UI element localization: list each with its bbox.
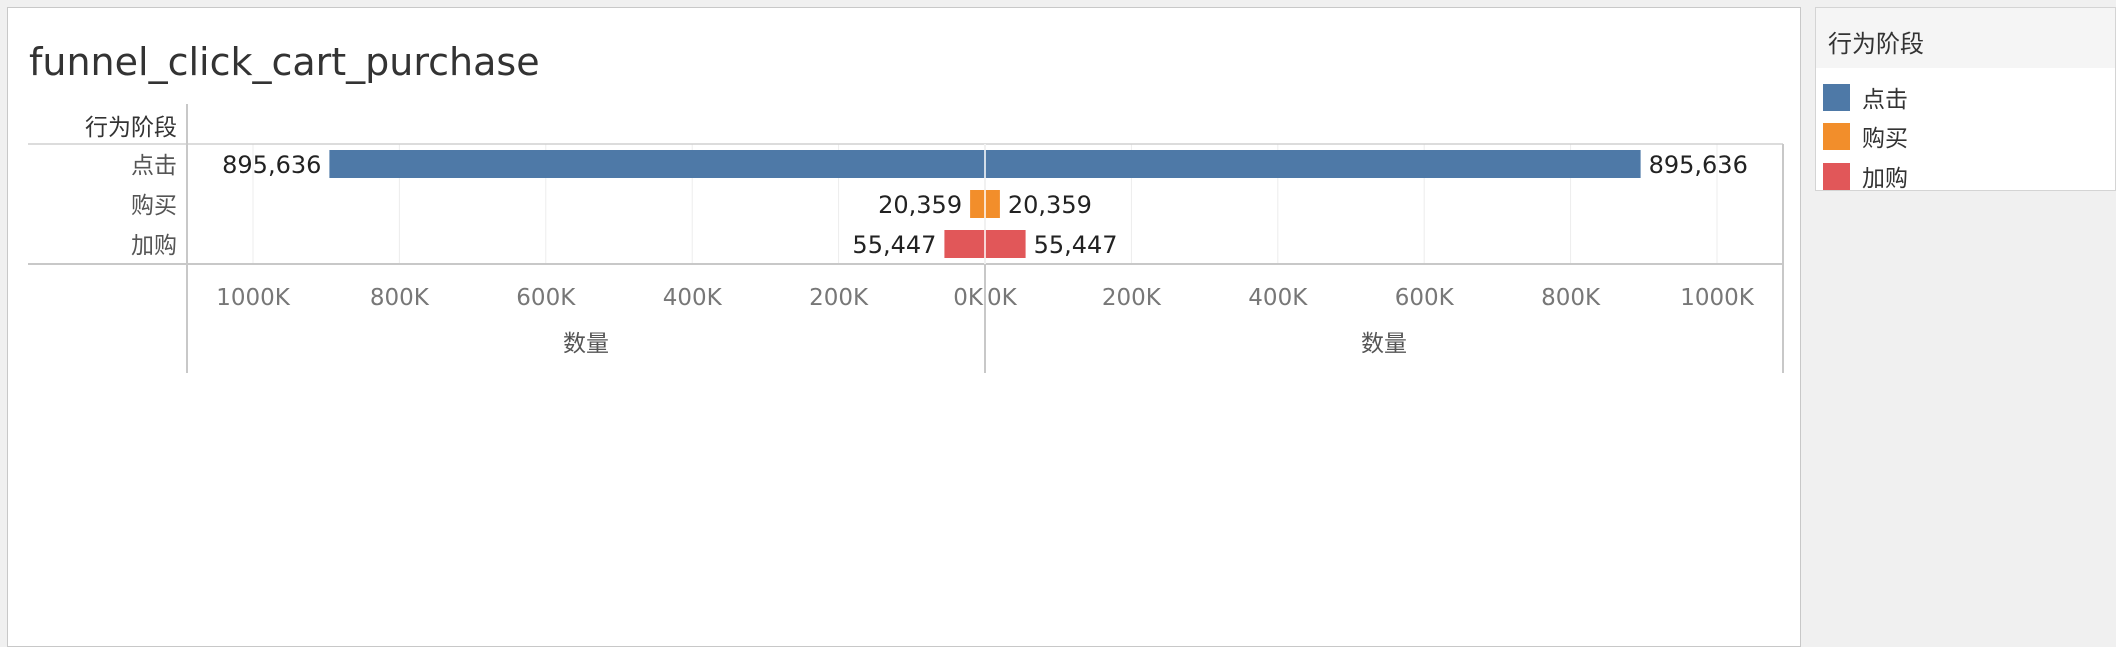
data-label-left: 895,636 (222, 151, 321, 179)
legend-swatch (1823, 162, 1850, 190)
legend-panel[interactable]: 行为阶段 点击 购买 加购 (1815, 7, 2116, 192)
right-axis-title: 数量 (1361, 331, 1407, 357)
bar-left (329, 150, 986, 178)
right-axis-tick-label: 0K (987, 285, 1018, 311)
legend-swatch (1823, 83, 1850, 111)
bar-right (985, 230, 1026, 258)
legend-header (1816, 8, 2115, 68)
data-label-left: 20,359 (878, 191, 962, 219)
legend-label: 点击 (1862, 87, 1908, 113)
data-label-right: 20,359 (1008, 191, 1092, 219)
legend-label: 加购 (1862, 166, 1908, 192)
left-axis-tick-label: 200K (809, 285, 869, 311)
right-axis-tick-label: 1000K (1680, 285, 1755, 311)
legend-swatch (1823, 122, 1850, 150)
category-label: 点击 (131, 153, 177, 179)
right-axis-tick-label: 200K (1102, 285, 1162, 311)
category-label: 购买 (131, 193, 177, 219)
bar-left (970, 190, 985, 218)
side-panel-background (1815, 191, 2116, 640)
legend-title: 行为阶段 (1828, 30, 1924, 58)
bar-right (985, 150, 1641, 178)
left-axis-tick-label: 1000K (216, 285, 291, 311)
worksheet-view: funnel_click_cart_purchase 行为阶段点击 895,636… (7, 7, 1801, 647)
left-axis-tick-label: 0K (953, 285, 984, 311)
right-axis-tick-label: 400K (1248, 285, 1308, 311)
data-label-right: 895,636 (1649, 151, 1748, 179)
chart-title: funnel_click_cart_purchase (29, 40, 540, 84)
left-axis-tick-label: 400K (663, 285, 723, 311)
legend-item-click[interactable]: 点击 (1823, 82, 1908, 113)
right-axis-tick-label: 600K (1395, 285, 1455, 311)
left-axis-tick-label: 800K (370, 285, 430, 311)
row-header-title: 行为阶段 (85, 115, 177, 141)
legend-item-cart[interactable]: 加购 (1823, 161, 1908, 192)
left-axis-title: 数量 (563, 331, 609, 357)
legend-label: 购买 (1862, 126, 1908, 152)
right-axis-tick-label: 800K (1541, 285, 1601, 311)
bar-left (944, 230, 985, 258)
legend-item-purchase[interactable]: 购买 (1823, 121, 1908, 152)
bar-right (985, 190, 1000, 218)
data-label-left: 55,447 (852, 231, 936, 259)
left-axis-tick-label: 600K (516, 285, 576, 311)
data-label-right: 55,447 (1034, 231, 1118, 259)
category-label: 加购 (131, 233, 177, 259)
